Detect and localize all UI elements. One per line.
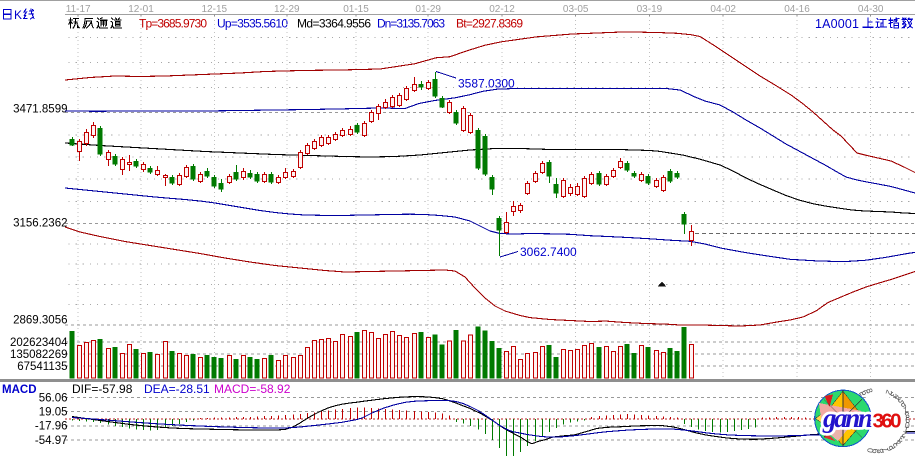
svg-text:gann: gann [822, 403, 873, 433]
svg-text:04-16: 04-16 [784, 4, 810, 15]
svg-text:5: 5 [889, 441, 900, 451]
svg-text:3471.8599: 3471.8599 [13, 104, 67, 116]
svg-text:-54.97: -54.97 [35, 435, 68, 447]
svg-text:8: 8 [875, 447, 886, 454]
svg-text:135082269: 135082269 [10, 349, 68, 361]
svg-text:3: 3 [897, 433, 906, 444]
svg-text:03-19: 03-19 [637, 4, 663, 15]
svg-text:04-30: 04-30 [858, 4, 884, 15]
svg-text:01-29: 01-29 [415, 4, 441, 15]
svg-text:3156.2362: 3156.2362 [13, 218, 67, 230]
svg-text:02-12: 02-12 [489, 4, 515, 15]
svg-text:04-02: 04-02 [710, 4, 736, 15]
svg-text:4: 4 [892, 393, 903, 403]
svg-text:5: 5 [896, 396, 907, 407]
svg-text:67541135: 67541135 [17, 361, 67, 373]
svg-text:6: 6 [859, 388, 870, 397]
svg-text:01-15: 01-15 [343, 4, 369, 15]
svg-text:5: 5 [855, 390, 866, 400]
svg-text:gann: gann [822, 403, 873, 433]
svg-text:1: 1 [903, 424, 910, 435]
svg-text:0: 0 [865, 447, 876, 453]
svg-text:9: 9 [870, 448, 880, 453]
svg-text:MACD: MACD [2, 384, 37, 396]
svg-text:7: 7 [880, 446, 891, 454]
svg-text:8: 8 [864, 387, 875, 395]
svg-text:11-17: 11-17 [66, 4, 91, 15]
svg-text:8: 8 [903, 410, 911, 421]
svg-text:0: 0 [904, 420, 910, 430]
svg-text:3587.0300: 3587.0300 [458, 77, 515, 91]
svg-text:Tp=3685.9730: Tp=3685.9730 [139, 17, 207, 31]
svg-text:2869.3056: 2869.3056 [13, 315, 67, 327]
svg-text:03-05: 03-05 [563, 4, 589, 15]
svg-text:202623404: 202623404 [10, 337, 68, 349]
svg-text:4: 4 [893, 437, 903, 448]
svg-text:12-29: 12-29 [274, 4, 300, 15]
svg-text:Up=3535.5610: Up=3535.5610 [217, 17, 288, 31]
svg-text:-17.96: -17.96 [35, 421, 68, 433]
svg-text:19.05: 19.05 [39, 407, 68, 419]
svg-text:1A0001: 1A0001 [815, 17, 859, 31]
svg-text:7: 7 [901, 405, 910, 416]
svg-text:12-01: 12-01 [128, 4, 154, 15]
svg-text:2: 2 [884, 389, 895, 397]
svg-text:DEA=-28.51: DEA=-28.51 [144, 382, 210, 396]
svg-text:56.06: 56.06 [39, 392, 68, 404]
svg-text:360: 360 [873, 410, 902, 433]
svg-text:12-15: 12-15 [202, 4, 228, 15]
svg-text:K: K [14, 8, 22, 22]
svg-text:DIF=-57.98: DIF=-57.98 [72, 382, 133, 396]
svg-text:360: 360 [873, 410, 902, 433]
svg-text:Bt=2927.8369: Bt=2927.8369 [456, 17, 523, 31]
svg-text:6: 6 [884, 444, 895, 453]
svg-text:3: 3 [888, 390, 899, 399]
svg-text:MACD=-58.92: MACD=-58.92 [214, 382, 291, 396]
svg-text:Md=3364.9556: Md=3364.9556 [297, 17, 371, 31]
svg-text:3062.7400: 3062.7400 [520, 245, 577, 259]
svg-text:9: 9 [904, 415, 910, 425]
svg-text:Dn=3135.7063: Dn=3135.7063 [377, 17, 445, 31]
svg-text:6: 6 [899, 400, 909, 411]
svg-text:2: 2 [900, 429, 908, 440]
